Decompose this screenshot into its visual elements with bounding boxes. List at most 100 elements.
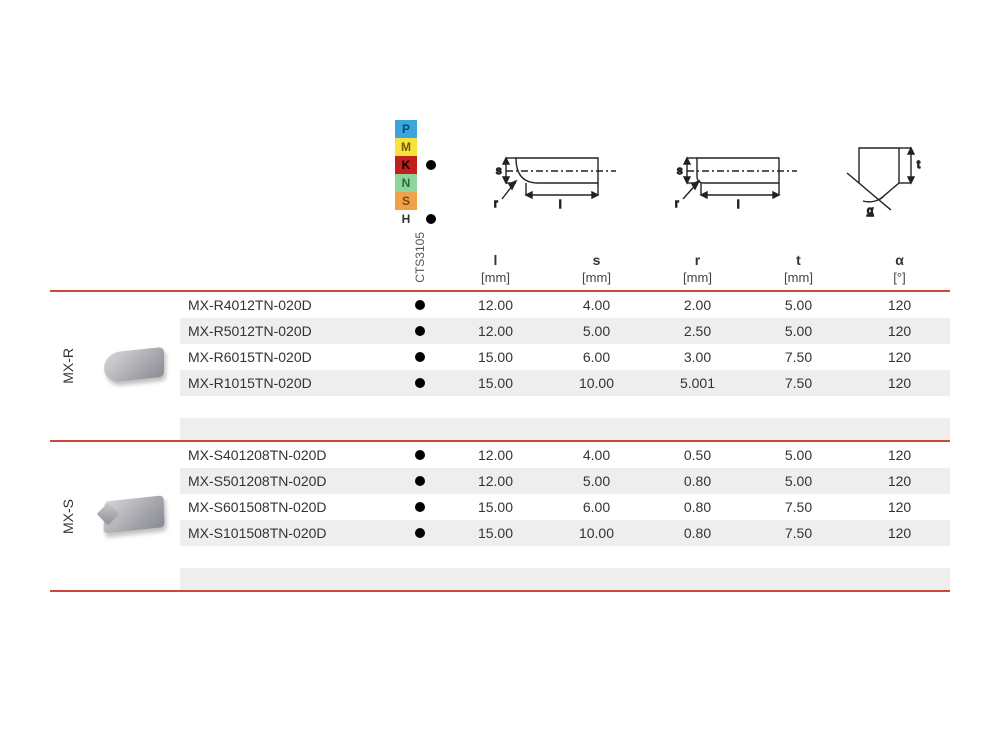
value-cell: 7.50 bbox=[748, 349, 849, 365]
value-cell: 12.00 bbox=[445, 473, 546, 489]
grade-availability-cell bbox=[395, 378, 445, 388]
value-cell: 5.001 bbox=[647, 375, 748, 391]
value-cell: 4.00 bbox=[546, 297, 647, 313]
grade-availability-cell bbox=[395, 352, 445, 362]
grade-availability-cell bbox=[395, 300, 445, 310]
grade-availability-cell bbox=[395, 528, 445, 538]
table-row: MX-R6015TN-020D15.006.003.007.50120 bbox=[180, 344, 950, 370]
value-cell: 120 bbox=[849, 525, 950, 541]
insert-thumbnail bbox=[86, 292, 180, 440]
iso-swatch: S bbox=[395, 192, 417, 210]
value-cell: 5.00 bbox=[748, 323, 849, 339]
part-number: MX-S601508TN-020D bbox=[180, 499, 395, 515]
svg-text:s: s bbox=[677, 165, 683, 177]
value-cell: 6.00 bbox=[546, 499, 647, 515]
col-header: t [mm] bbox=[748, 252, 849, 290]
section-body: MX-R4012TN-020D12.004.002.005.00120MX-R5… bbox=[180, 292, 950, 440]
sections-container: MX-RMX-R4012TN-020D12.004.002.005.00120M… bbox=[50, 292, 950, 592]
svg-text:t: t bbox=[917, 159, 920, 171]
value-cell: 2.50 bbox=[647, 323, 748, 339]
iso-material-block: PMKNSH bbox=[395, 120, 445, 228]
iso-swatch: H bbox=[395, 210, 417, 228]
svg-text:l: l bbox=[559, 199, 561, 211]
product-section: MX-RMX-R4012TN-020D12.004.002.005.00120M… bbox=[50, 292, 950, 442]
value-cell: 5.00 bbox=[748, 447, 849, 463]
svg-text:s: s bbox=[496, 165, 502, 177]
table-row: MX-S101508TN-020D15.0010.000.807.50120 bbox=[180, 520, 950, 546]
svg-text:α: α bbox=[867, 205, 874, 217]
iso-class-row: P bbox=[395, 120, 445, 138]
value-cell: 2.00 bbox=[647, 297, 748, 313]
value-cell: 5.00 bbox=[748, 473, 849, 489]
grade-availability-cell bbox=[395, 326, 445, 336]
value-cell: 6.00 bbox=[546, 349, 647, 365]
table-row: MX-S401208TN-020D12.004.000.505.00120 bbox=[180, 442, 950, 468]
dimension-diagrams: s l r s bbox=[445, 128, 950, 228]
value-cell: 15.00 bbox=[445, 349, 546, 365]
value-cell: 120 bbox=[849, 447, 950, 463]
part-number: MX-R6015TN-020D bbox=[180, 349, 395, 365]
part-number: MX-S501208TN-020D bbox=[180, 473, 395, 489]
part-number: MX-R5012TN-020D bbox=[180, 323, 395, 339]
part-number: MX-R4012TN-020D bbox=[180, 297, 395, 313]
value-cell: 5.00 bbox=[546, 323, 647, 339]
grade-availability-cell bbox=[395, 450, 445, 460]
product-section: MX-SMX-S401208TN-020D12.004.000.505.0012… bbox=[50, 442, 950, 592]
table-row: MX-R5012TN-020D12.005.002.505.00120 bbox=[180, 318, 950, 344]
value-cell: 15.00 bbox=[445, 499, 546, 515]
blank-row bbox=[180, 568, 950, 590]
part-number: MX-S101508TN-020D bbox=[180, 525, 395, 541]
part-number: MX-S401208TN-020D bbox=[180, 447, 395, 463]
blank-row bbox=[180, 418, 950, 440]
value-cell: 5.00 bbox=[546, 473, 647, 489]
col-header: α [°] bbox=[849, 252, 950, 290]
section-label: MX-S bbox=[50, 442, 86, 590]
value-cell: 120 bbox=[849, 499, 950, 515]
value-cell: 0.80 bbox=[647, 525, 748, 541]
iso-swatch: M bbox=[395, 138, 417, 156]
dot-icon bbox=[415, 378, 425, 388]
grade-availability-cell bbox=[395, 476, 445, 486]
dot-icon bbox=[415, 528, 425, 538]
blank-row bbox=[180, 396, 950, 418]
table-header-row: CTS3105 l [mm] s [mm] r [mm] t [mm] α [°… bbox=[50, 236, 950, 292]
header-graphics-row: PMKNSH s l bbox=[50, 120, 950, 228]
section-body: MX-S401208TN-020D12.004.000.505.00120MX-… bbox=[180, 442, 950, 590]
value-cell: 120 bbox=[849, 297, 950, 313]
dot-icon bbox=[426, 214, 436, 224]
value-cell: 10.00 bbox=[546, 375, 647, 391]
col-header: l [mm] bbox=[445, 252, 546, 290]
dot-icon bbox=[415, 476, 425, 486]
value-cell: 0.80 bbox=[647, 499, 748, 515]
iso-class-row: N bbox=[395, 174, 445, 192]
diagram-top-rounded: s l r bbox=[466, 133, 626, 223]
diagram-top-chamfer: s l r bbox=[647, 133, 807, 223]
value-cell: 120 bbox=[849, 473, 950, 489]
dot-icon bbox=[415, 326, 425, 336]
iso-availability-cell bbox=[417, 214, 445, 224]
value-cell: 12.00 bbox=[445, 297, 546, 313]
iso-availability-cell bbox=[417, 160, 445, 170]
value-cell: 7.50 bbox=[748, 525, 849, 541]
diagram-side-angle: t α bbox=[829, 128, 939, 228]
grade-label: CTS3105 bbox=[413, 228, 427, 287]
value-cell: 120 bbox=[849, 349, 950, 365]
value-cell: 15.00 bbox=[445, 375, 546, 391]
iso-class-row: S bbox=[395, 192, 445, 210]
value-cell: 5.00 bbox=[748, 297, 849, 313]
table-row: MX-S601508TN-020D 15.006.000.807.50120 bbox=[180, 494, 950, 520]
value-cell: 7.50 bbox=[748, 499, 849, 515]
dot-icon bbox=[415, 352, 425, 362]
catalog-page: PMKNSH s l bbox=[0, 0, 1000, 592]
svg-text:l: l bbox=[737, 199, 739, 211]
table-row: MX-S501208TN-020D12.005.000.805.00120 bbox=[180, 468, 950, 494]
iso-swatch: P bbox=[395, 120, 417, 138]
blank-row bbox=[180, 546, 950, 568]
grade-availability-cell bbox=[395, 502, 445, 512]
svg-text:r: r bbox=[494, 198, 498, 210]
iso-swatch: K bbox=[395, 156, 417, 174]
dot-icon bbox=[415, 450, 425, 460]
value-cell: 12.00 bbox=[445, 447, 546, 463]
section-label-text: MX-S bbox=[60, 499, 76, 534]
table-row: MX-R4012TN-020D 12.004.002.005.00120 bbox=[180, 292, 950, 318]
